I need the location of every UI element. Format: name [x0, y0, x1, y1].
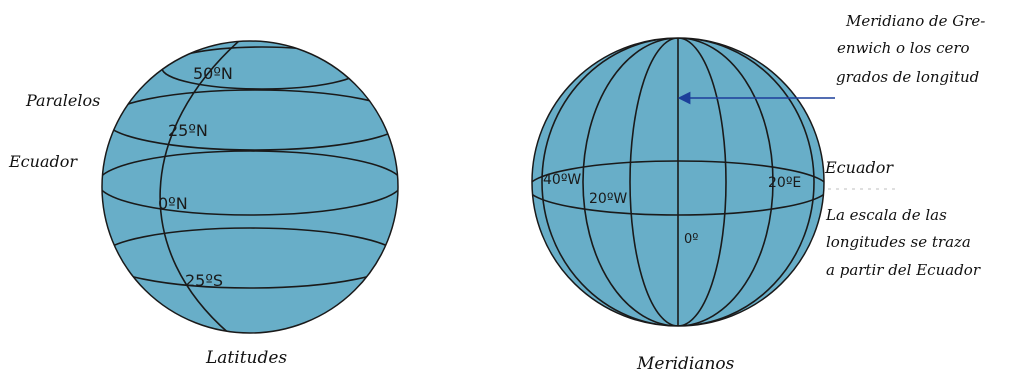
label-0n: 0ºN	[158, 194, 188, 213]
meridian-20	[629, 38, 727, 326]
label-25s: 25ºS	[185, 271, 223, 290]
label-ecuador-right: Ecuador	[824, 158, 894, 177]
label-20w: 20ºW	[589, 191, 627, 207]
caption-meridianos: Meridianos	[636, 354, 735, 374]
label-40w: 40ºW	[543, 172, 581, 188]
scale-note-line-1: La escala de las	[825, 206, 947, 224]
label-ecuador-left: Ecuador	[8, 152, 78, 171]
equator-line-right	[532, 160, 824, 216]
scale-note: La escala de las longitudes se traza a p…	[825, 206, 981, 279]
scale-note-line-2: longitudes se traza	[826, 233, 971, 251]
prime-meridian-curve	[159, 41, 241, 333]
greenwich-note-line-3: grados de longitud	[836, 68, 979, 86]
left-globe-sphere	[101, 40, 399, 334]
greenwich-note: Meridiano de Gre- enwich o los cero grad…	[836, 12, 990, 86]
label-20e: 20ºE	[768, 175, 801, 191]
greenwich-note-line-1: Meridiano de Gre-	[845, 12, 985, 30]
label-paralelos: Paralelos	[25, 91, 100, 110]
parallel-25s-line	[102, 227, 398, 289]
label-25n: 25ºN	[168, 121, 208, 140]
meridian-outer	[541, 38, 815, 326]
caption-latitudes: Latitudes	[205, 348, 287, 368]
greenwich-note-line-2: enwich o los cero	[837, 39, 970, 57]
meridians-globe: 40ºW 20ºW 0º 20ºE Ecuador Meridiano de G…	[531, 12, 990, 374]
scale-note-line-3: a partir del Ecuador	[826, 261, 981, 279]
meridian-40	[582, 38, 774, 326]
label-50n: 50ºN	[193, 64, 233, 83]
equator-line	[102, 150, 398, 216]
label-0: 0º	[684, 232, 698, 247]
latitudes-globe: 50ºN 25ºN 0ºN 25ºS Paralelos Ecuador Lat…	[8, 40, 399, 368]
